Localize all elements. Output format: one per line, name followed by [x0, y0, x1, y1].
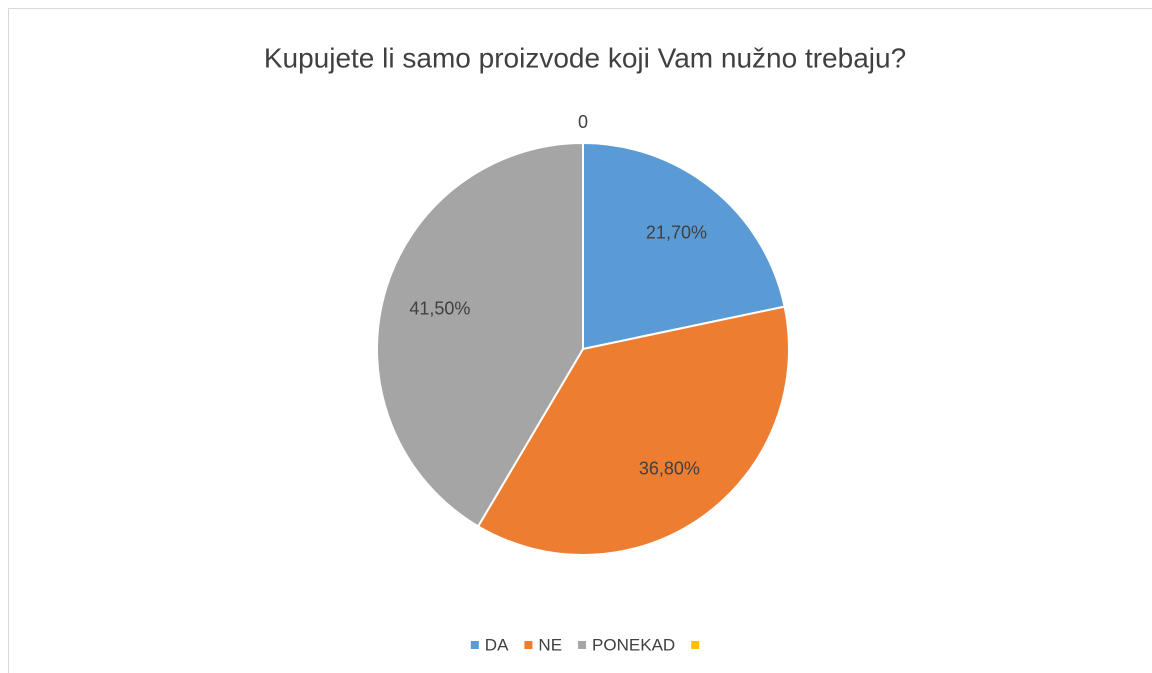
legend-label: PONEKAD [592, 635, 675, 654]
legend-swatch [524, 641, 533, 649]
legend-swatch [578, 641, 587, 649]
data-label: 21,70% [646, 223, 707, 243]
legend-label: NE [538, 635, 562, 654]
pie-slice [582, 141, 786, 351]
data-label: 41,50% [409, 299, 470, 319]
chart-title: Kupujete li samo proizvode koji Vam nužn… [264, 42, 906, 73]
legend-swatch [470, 641, 479, 649]
legend-swatch [691, 641, 700, 649]
pie-slice [476, 305, 790, 556]
data-label: 0 [578, 112, 588, 132]
legend-label: DA [485, 635, 509, 654]
pie-slice [376, 141, 584, 528]
data-label: 36,80% [639, 458, 700, 478]
